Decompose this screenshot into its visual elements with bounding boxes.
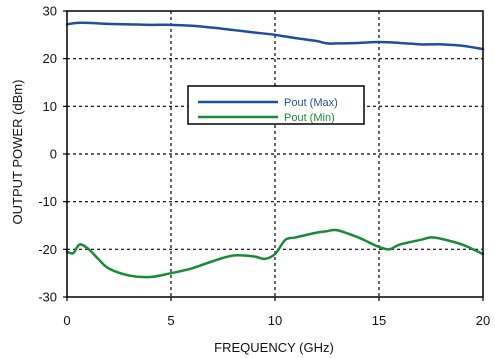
- x-tick-label: 5: [167, 313, 174, 328]
- legend-label-min: Pout (Min): [284, 112, 335, 124]
- y-tick-label: 0: [50, 147, 57, 162]
- legend-label-max: Pout (Max): [284, 97, 338, 109]
- legend: Pout (Max) Pout (Min): [187, 85, 365, 125]
- x-axis-title: FREQUENCY (GHz): [214, 340, 334, 355]
- x-tick-label: 10: [268, 313, 282, 328]
- series-layer: [65, 21, 485, 279]
- x-tick-label: 0: [63, 313, 70, 328]
- series-line-min: [65, 228, 485, 279]
- y-tick-label: -20: [38, 242, 57, 257]
- x-tick-label: 15: [372, 313, 386, 328]
- series-line-max: [65, 21, 485, 51]
- y-tick-label: -10: [38, 194, 57, 209]
- x-tick-label: 20: [476, 313, 490, 328]
- y-axis-title: OUTPUT POWER (dBm): [10, 80, 25, 225]
- y-tick-label: 30: [43, 4, 57, 19]
- y-tick-label: 20: [43, 51, 57, 66]
- y-tick-label: -30: [38, 290, 57, 305]
- axis-ticks: 0 5 10 15 20 -30 -20 -10 0 10 20 30: [38, 4, 490, 329]
- y-tick-label: 10: [43, 99, 57, 114]
